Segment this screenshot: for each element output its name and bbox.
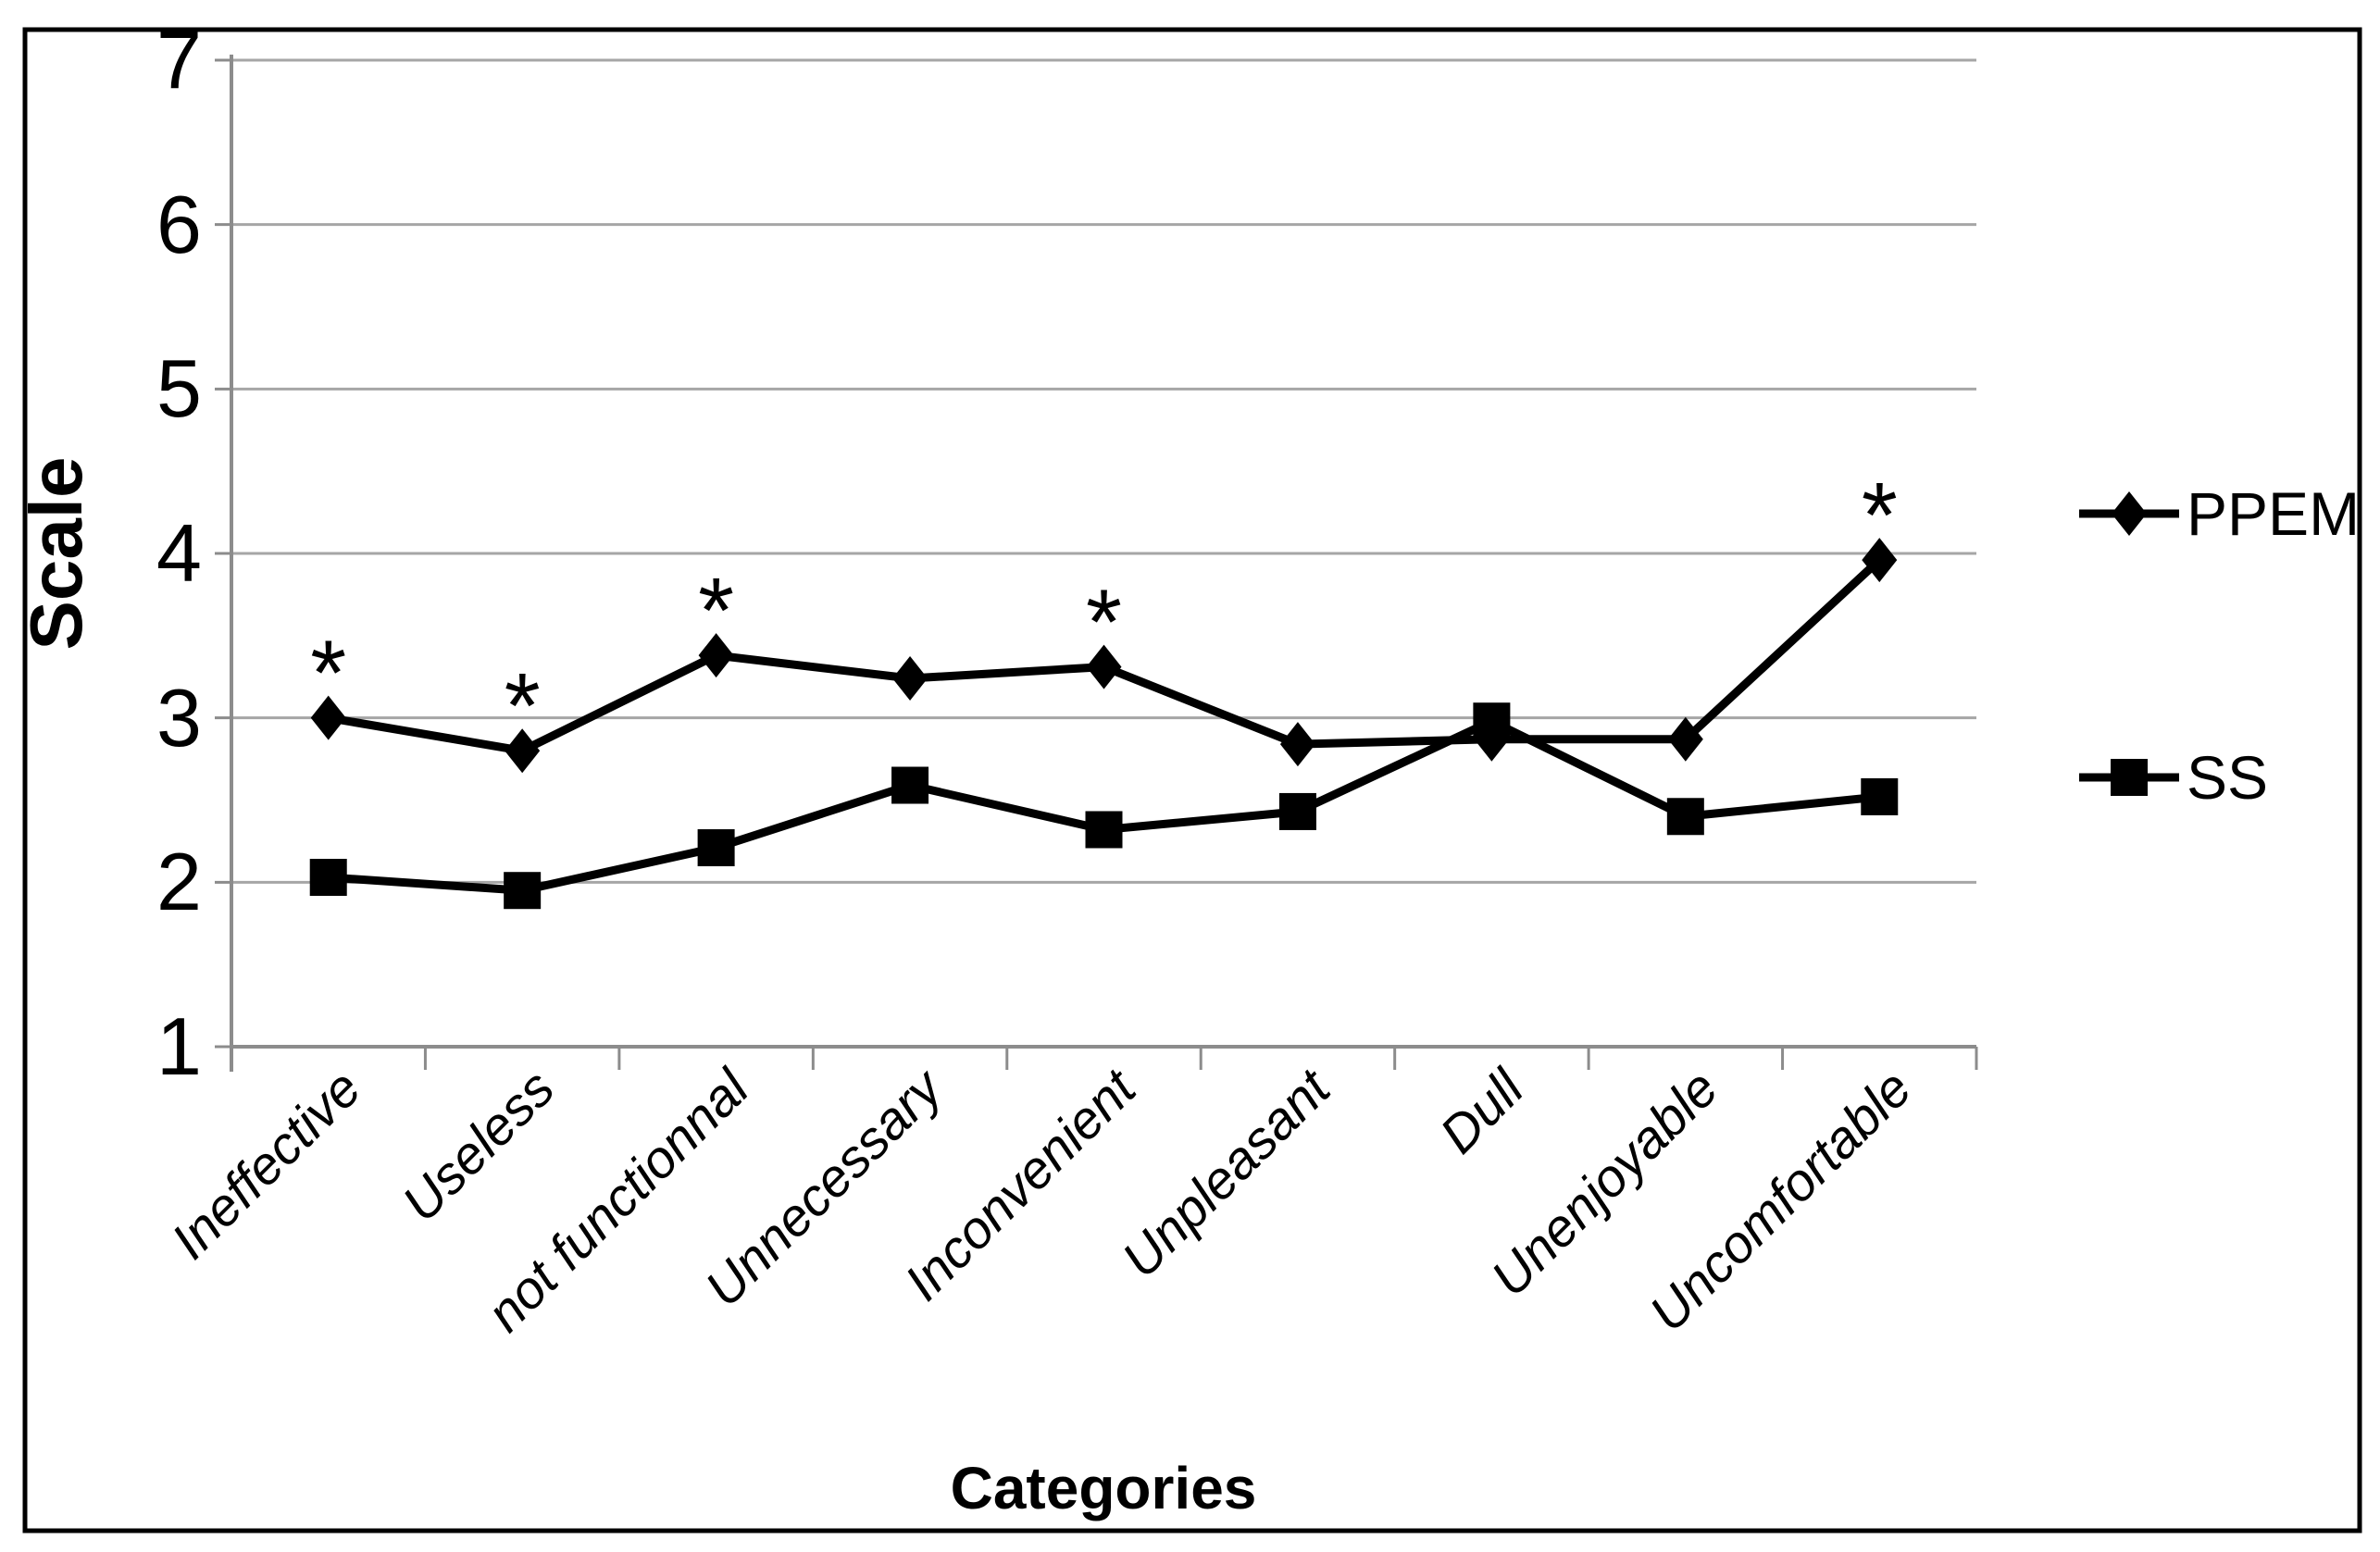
data-point-square	[309, 859, 347, 897]
data-point-square	[891, 766, 929, 804]
x-category-label: Dull	[1428, 1058, 1536, 1165]
data-point-diamond	[1086, 644, 1122, 689]
data-point-diamond	[1862, 538, 1898, 583]
y-tick-label: 1	[156, 1000, 202, 1092]
y-tick-label: 3	[156, 672, 202, 764]
legend-ppem-diamond-icon	[2112, 491, 2147, 536]
x-category-label: Useless	[392, 1059, 567, 1234]
data-point-diamond	[892, 656, 928, 702]
data-point-diamond	[505, 728, 541, 774]
significance-asterisk: *	[505, 654, 541, 758]
data-point-square	[1666, 798, 1704, 836]
y-tick-label: 7	[156, 14, 202, 106]
x-category-label: Unpleasant	[1111, 1057, 1343, 1289]
x-axis-title: Categories	[951, 1455, 1257, 1521]
significance-asterisk: *	[1862, 464, 1898, 567]
data-point-square	[504, 872, 542, 910]
data-point-square	[1473, 702, 1511, 740]
legend-ss-square-icon	[2111, 759, 2148, 796]
legend-ppem-label: PPEM	[2187, 479, 2360, 548]
data-point-square	[1278, 792, 1316, 830]
data-point-square	[697, 829, 735, 867]
plot-area: * * * * *	[215, 55, 1978, 1072]
data-point-diamond	[310, 695, 346, 740]
data-point-diamond	[698, 633, 734, 678]
y-axis-title: Scale	[15, 456, 97, 650]
figure-border	[22, 27, 2362, 1533]
data-point-square	[1861, 777, 1899, 815]
data-point-diamond	[1279, 722, 1315, 767]
y-tick-label: 6	[156, 179, 202, 270]
series-line-ss	[328, 716, 1880, 895]
data-point-diamond	[1667, 716, 1703, 762]
legend: PPEM SS	[2079, 479, 2360, 812]
y-tick-label: 2	[156, 836, 202, 927]
data-point-square	[1085, 811, 1123, 849]
y-tick-label: 4	[156, 507, 202, 599]
legend-ss-label: SS	[2187, 743, 2268, 812]
significance-asterisk: *	[698, 559, 734, 663]
significance-asterisk: *	[310, 622, 346, 726]
significance-asterisk: *	[1086, 571, 1122, 675]
y-tick-label: 5	[156, 342, 202, 434]
